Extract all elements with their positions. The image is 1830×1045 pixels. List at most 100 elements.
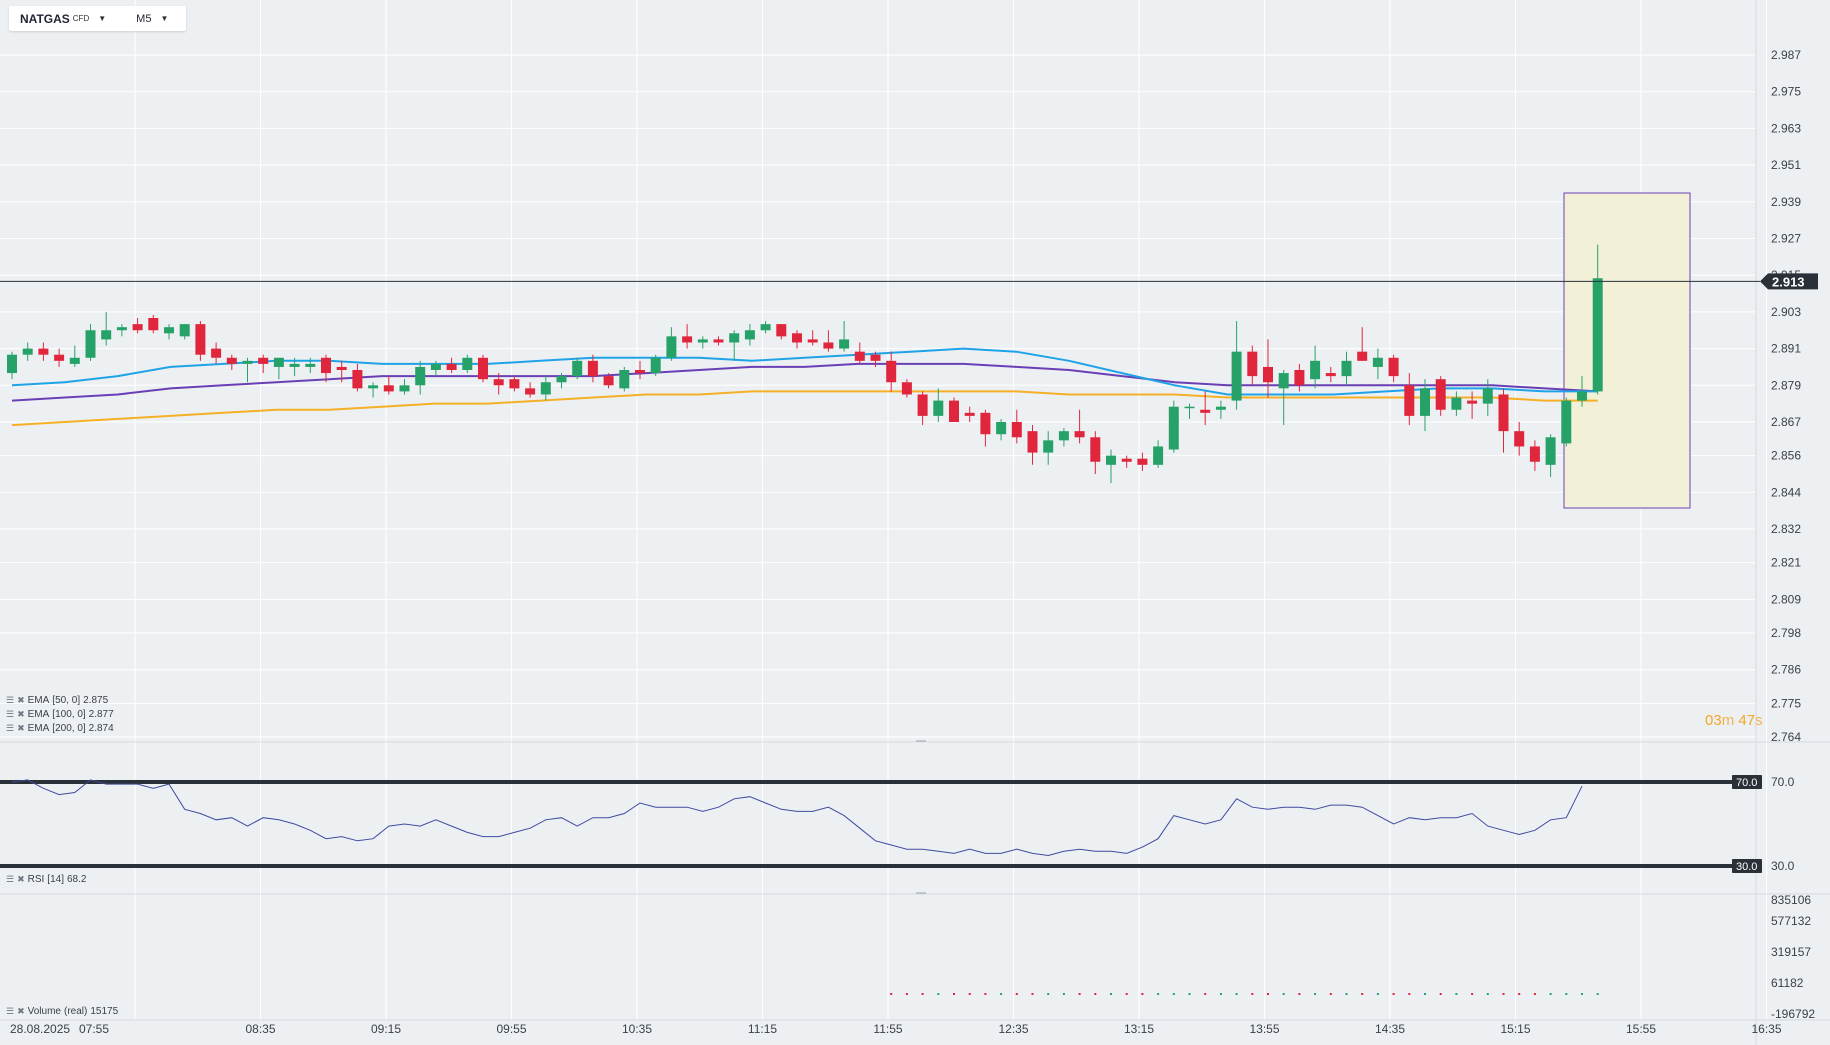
highlight-rectangle[interactable] — [1563, 192, 1691, 509]
candle-bullish[interactable] — [101, 311, 112, 346]
candle-bullish[interactable] — [839, 321, 850, 352]
candle-bearish[interactable] — [603, 373, 614, 389]
candle-bearish[interactable] — [352, 363, 363, 392]
candle-bearish[interactable] — [1090, 431, 1101, 474]
close-icon[interactable]: ✖ — [17, 874, 25, 884]
candle-bearish[interactable] — [132, 318, 143, 334]
candle-bullish[interactable] — [1420, 379, 1430, 432]
candle-bullish[interactable] — [744, 324, 755, 346]
timeframe-dropdown-icon[interactable]: ▼ — [160, 14, 169, 23]
candle-bullish[interactable] — [1372, 348, 1383, 380]
candle-bullish[interactable] — [415, 360, 426, 395]
candle-bearish[interactable] — [886, 351, 897, 392]
candle-bullish[interactable] — [666, 327, 677, 361]
candle-bullish[interactable] — [1545, 434, 1556, 478]
candle-bearish[interactable] — [1027, 425, 1038, 465]
candle-bearish[interactable] — [226, 354, 237, 371]
candle-bullish[interactable] — [1310, 345, 1321, 389]
candle-bearish[interactable] — [1498, 388, 1509, 453]
candle-bearish[interactable] — [635, 360, 645, 380]
candle-bearish[interactable] — [1200, 391, 1211, 426]
candle-bearish[interactable] — [1435, 376, 1446, 416]
close-icon[interactable]: ✖ — [17, 709, 25, 719]
candle-bullish[interactable] — [1215, 400, 1226, 419]
candle-bearish[interactable] — [525, 382, 536, 398]
close-icon[interactable]: ✖ — [17, 723, 25, 733]
candle-bullish[interactable] — [164, 324, 174, 340]
candle-bearish[interactable] — [1294, 363, 1305, 392]
candle-bullish[interactable] — [933, 388, 944, 422]
candle-bullish[interactable] — [1577, 376, 1587, 407]
candle-bullish[interactable] — [1153, 440, 1164, 468]
candle-bullish[interactable] — [69, 345, 80, 367]
candles[interactable] — [7, 244, 1603, 484]
candle-bearish[interactable] — [478, 354, 488, 383]
candle-bearish[interactable] — [1529, 440, 1540, 471]
candle-bearish[interactable] — [493, 373, 504, 395]
candle-bullish[interactable] — [1561, 397, 1572, 447]
candle-bearish[interactable] — [195, 321, 206, 361]
symbol-name[interactable]: NATGAS — [20, 11, 70, 26]
candle-bearish[interactable] — [823, 330, 834, 352]
candle-bearish[interactable] — [1121, 455, 1132, 468]
candle-bearish[interactable] — [1263, 339, 1273, 398]
candle-bullish[interactable] — [1592, 244, 1603, 395]
highlight-box[interactable] — [1563, 192, 1691, 509]
candle-bullish[interactable] — [697, 336, 708, 349]
timeframe-label[interactable]: M5 — [136, 12, 152, 25]
candle-bearish[interactable] — [682, 324, 693, 349]
candle-bearish[interactable] — [54, 348, 65, 367]
candle-bearish[interactable] — [1074, 409, 1085, 444]
candle-bullish[interactable] — [1168, 400, 1179, 453]
candle-bullish[interactable] — [273, 357, 284, 380]
candle-bullish[interactable] — [399, 379, 410, 395]
candle-bullish[interactable] — [556, 373, 567, 389]
candle-bullish[interactable] — [619, 366, 630, 392]
candle-bearish[interactable] — [1137, 452, 1148, 471]
candle-bullish[interactable] — [430, 360, 441, 377]
settings-icon[interactable]: ☰ — [6, 874, 15, 884]
candle-bearish[interactable] — [1247, 345, 1258, 386]
candle-bearish[interactable] — [446, 357, 457, 374]
candle-bearish[interactable] — [587, 354, 598, 383]
candle-bearish[interactable] — [964, 406, 975, 422]
candle-bullish[interactable] — [1058, 428, 1069, 447]
candle-bullish[interactable] — [179, 324, 190, 340]
candle-bearish[interactable] — [336, 360, 347, 383]
candle-bullish[interactable] — [540, 376, 551, 401]
candle-bearish[interactable] — [792, 330, 802, 349]
candle-bearish[interactable] — [1514, 421, 1525, 456]
candle-bearish[interactable] — [1357, 327, 1368, 361]
settings-icon[interactable]: ☰ — [6, 723, 15, 733]
candle-bullish[interactable] — [368, 382, 379, 398]
candle-bullish[interactable] — [729, 330, 740, 361]
candle-bearish[interactable] — [321, 354, 331, 383]
candle-bearish[interactable] — [1467, 391, 1478, 419]
settings-icon[interactable]: ☰ — [6, 695, 15, 705]
candle-bearish[interactable] — [949, 397, 959, 422]
candle-bullish[interactable] — [1231, 321, 1242, 410]
candle-bullish[interactable] — [462, 354, 473, 374]
candle-bullish[interactable] — [116, 324, 127, 337]
candle-bullish[interactable] — [1278, 370, 1289, 426]
candle-bearish[interactable] — [258, 354, 269, 374]
candle-bearish[interactable] — [776, 324, 787, 340]
candle-bullish[interactable] — [242, 357, 253, 383]
candle-bullish[interactable] — [7, 351, 17, 380]
candle-bullish[interactable] — [650, 354, 661, 377]
candle-bullish[interactable] — [1482, 379, 1493, 416]
candle-bullish[interactable] — [22, 342, 33, 361]
close-icon[interactable]: ✖ — [17, 695, 25, 705]
candle-bullish[interactable] — [1451, 391, 1462, 416]
candle-bearish[interactable] — [1388, 354, 1399, 383]
candle-bullish[interactable] — [289, 357, 300, 377]
candle-bearish[interactable] — [211, 342, 222, 364]
candle-bearish[interactable] — [713, 336, 724, 346]
close-icon[interactable]: ✖ — [17, 1006, 25, 1016]
settings-icon[interactable]: ☰ — [6, 709, 15, 719]
candle-bearish[interactable] — [509, 376, 520, 392]
candle-bearish[interactable] — [383, 376, 394, 395]
candle-bearish[interactable] — [1325, 366, 1336, 383]
candle-bearish[interactable] — [870, 351, 881, 367]
